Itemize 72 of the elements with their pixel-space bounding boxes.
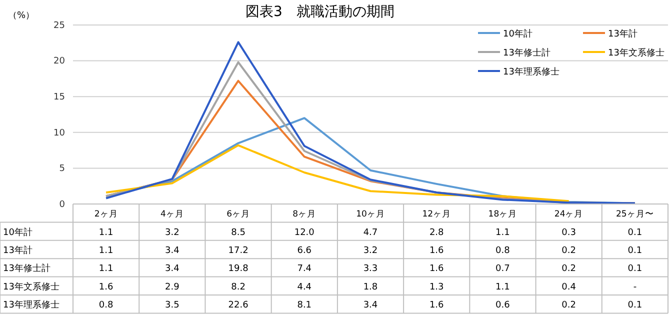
chart-title: 図表3 就職活動の期間 [246,4,394,20]
legend-label: 13年理系修士 [503,66,560,78]
data-label: 1.1 [496,228,510,238]
data-label: 0.1 [628,228,642,238]
data-label: 0.3 [562,228,576,238]
legend-label: 13年文系修士 [608,48,664,58]
legend-label: 13年修士計 [503,48,550,58]
x-tick-label: 2ヶ月 [94,210,118,220]
data-label: 3.4 [165,264,180,274]
data-label: 0.7 [496,264,510,274]
text: 13年文系修士 [3,282,60,292]
x-tick-label: 12ヶ月 [422,210,452,220]
y-axis-title: （%） [8,11,35,21]
data-label: 3.2 [363,246,378,256]
x-tick-label: 4ヶ月 [160,210,184,220]
data-label: 4.7 [363,228,378,238]
data-label: 1.6 [429,246,444,256]
data-label: 3.3 [363,264,378,274]
data-label: 0.4 [562,282,576,292]
data-label: 0.6 [496,300,510,311]
data-label: 0.2 [562,246,576,256]
x-tick-label: 8ヶ月 [292,210,316,220]
text: 13年計 [3,246,32,256]
x-tick-label: 24ヶ月 [554,210,584,220]
data-label: 1.6 [98,282,114,292]
data-label: 0.8 [496,246,510,256]
data-label: 8.1 [297,300,312,311]
y-tick-label: 10 [54,128,66,138]
data-label: 7.4 [297,264,312,274]
data-label: 3.4 [165,246,180,256]
text: - [633,282,637,292]
data-label: 6.6 [297,246,312,256]
legend-label: 10年計 [503,28,532,40]
data-label: 0.2 [562,300,576,311]
text: 13年理系修士 [3,300,60,311]
data-label: 0.1 [628,264,642,274]
data-label: 1.1 [98,246,114,256]
data-label: 1.6 [429,300,444,311]
data-label: 8.2 [231,282,246,292]
data-label: 19.8 [228,264,249,274]
y-tick-label: 0 [59,200,66,210]
y-tick-label: 15 [54,92,65,102]
data-label: 1.1 [98,264,114,274]
y-tick-label: 5 [59,164,65,174]
data-label: 0.2 [562,264,576,274]
x-tick-label: 25ヶ月〜 [616,210,654,220]
data-label: 0.1 [628,300,642,311]
y-tick-label: 25 [54,20,65,31]
data-label: 1.8 [363,282,378,292]
legend-label: 13年計 [608,28,638,40]
data-label: 1.1 [98,228,114,238]
data-label: 1.6 [429,264,444,274]
data-label: 12.0 [294,228,315,238]
y-tick-label: 20 [54,56,66,67]
data-label: 3.5 [165,300,180,311]
data-label: 2.9 [165,282,180,292]
data-label: 3.4 [363,300,378,311]
data-label: 22.6 [228,300,249,311]
data-label: 17.2 [228,246,248,256]
data-label: 4.4 [297,282,312,292]
data-label: 0.8 [98,300,114,311]
x-tick-label: 6ヶ月 [226,210,250,220]
x-tick-label: 10ヶ月 [356,210,385,220]
data-label: 8.5 [231,228,246,238]
data-label: 1.1 [496,282,510,292]
data-label: 0.1 [628,246,642,256]
x-tick-label: 18ヶ月 [488,210,518,220]
text: 10年計 [3,228,32,238]
data-label: 2.8 [429,228,444,238]
text: 13年修士計 [3,264,50,274]
data-label: 3.2 [165,228,180,238]
data-label: 1.3 [429,282,444,292]
